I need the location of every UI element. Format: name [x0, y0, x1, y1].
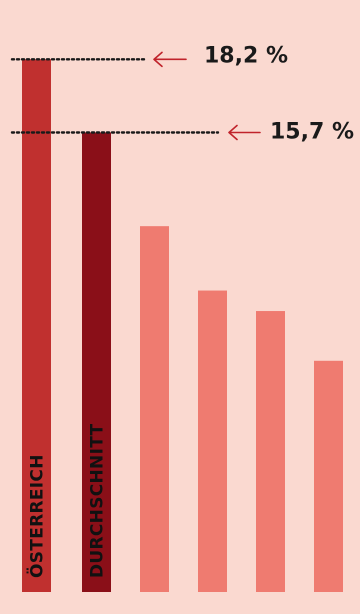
bar-5	[256, 311, 285, 592]
bar-6	[314, 360, 343, 592]
bar-label-2: DURCHSCHNITT	[88, 424, 108, 578]
value-label-1: 18,2 %	[204, 43, 288, 68]
value-label-2: 15,7 %	[270, 120, 354, 145]
bar-label-1: ÖSTERREICH	[26, 454, 48, 578]
arrow-left-icon	[228, 124, 261, 141]
arrow-left-icon	[153, 51, 187, 68]
bar-2	[82, 132, 111, 592]
bar-1	[22, 59, 51, 592]
bar-4	[198, 290, 227, 592]
bar-3	[140, 226, 169, 593]
